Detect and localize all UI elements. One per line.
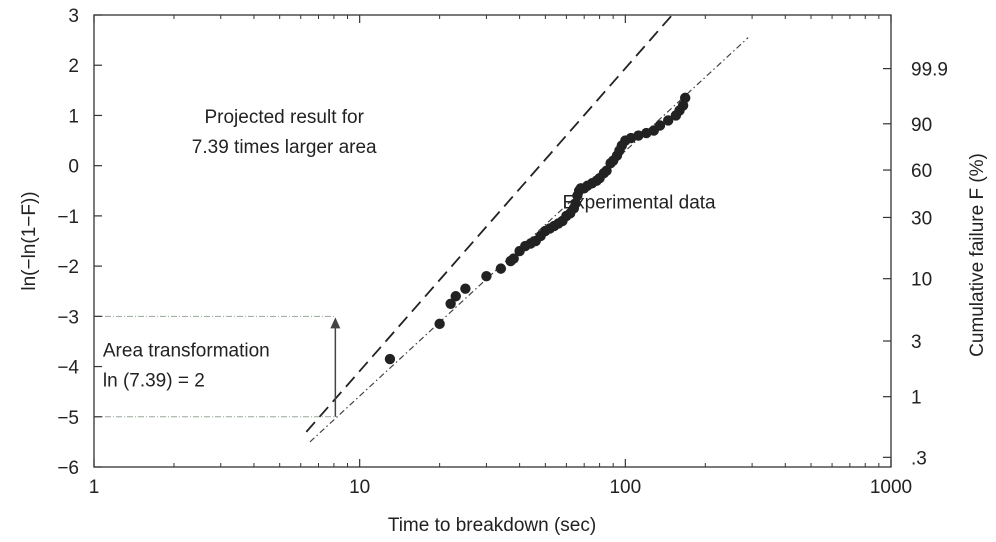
y-axis-ticks: −6 −5 −4 −3 −2 −1 0 1 2 3 [57, 6, 102, 479]
y-tick-label: −5 [57, 408, 79, 429]
data-point [481, 270, 492, 282]
series-lines [305, 14, 749, 443]
x-axis-ticks: 1 10 100 1000 [89, 15, 912, 498]
data-point [654, 120, 666, 131]
projected-line [305, 14, 673, 433]
y-tick-label: −3 [57, 307, 79, 328]
y2-tick-label: 30 [911, 208, 932, 229]
data-point [508, 253, 519, 264]
y-tick-label: −2 [57, 257, 79, 278]
data-point [460, 283, 471, 294]
y2-tick-label: .3 [911, 448, 927, 469]
data-points [384, 92, 691, 365]
y2-tick-label: 99.9 [911, 60, 948, 81]
annotation-text: 7.39 times larger area [192, 137, 377, 158]
data-point [679, 92, 691, 104]
x-tick-label: 10 [349, 477, 370, 498]
y-tick-label: 0 [68, 157, 79, 178]
data-point [495, 263, 507, 274]
data-point [384, 353, 396, 365]
data-point [434, 318, 445, 330]
annotations: Projected result for 7.39 times larger ar… [103, 107, 716, 392]
y2-axis-title: Cumulative failure F (%) [967, 153, 988, 357]
y2-axis-ticks: 99.9 90 60 30 10 3 1 .3 [883, 60, 948, 469]
x-tick-label: 100 [609, 477, 641, 498]
x-tick-label: 1 [89, 477, 100, 498]
y2-tick-label: 10 [911, 270, 932, 291]
y-tick-label: 2 [68, 56, 79, 77]
x-axis-title: Time to breakdown (sec) [388, 515, 596, 536]
data-point [445, 298, 456, 309]
y-tick-label: 1 [68, 106, 79, 127]
y-axis-title: ln(−ln(1−F)) [19, 191, 40, 290]
data-point [633, 130, 644, 141]
annotation-text: Experimental data [562, 192, 716, 213]
y2-tick-label: 1 [911, 388, 922, 409]
y-tick-label: −1 [57, 207, 79, 228]
annotation-text: Projected result for [204, 107, 364, 128]
annotation-text: ln (7.39) = 2 [103, 371, 205, 392]
annotation-text: Area transformation [103, 341, 270, 362]
y2-tick-label: 90 [911, 115, 932, 136]
y2-tick-label: 3 [911, 332, 922, 353]
data-point [450, 291, 461, 302]
y-tick-label: 3 [68, 6, 79, 27]
y2-tick-label: 60 [911, 161, 932, 182]
y-tick-label: −6 [57, 458, 79, 479]
plot-frame [93, 14, 892, 468]
x-tick-label: 1000 [870, 477, 912, 498]
y-tick-label: −4 [57, 358, 79, 379]
arrow-head [330, 317, 341, 329]
reference-lines [94, 315, 336, 418]
data-point [663, 115, 674, 126]
